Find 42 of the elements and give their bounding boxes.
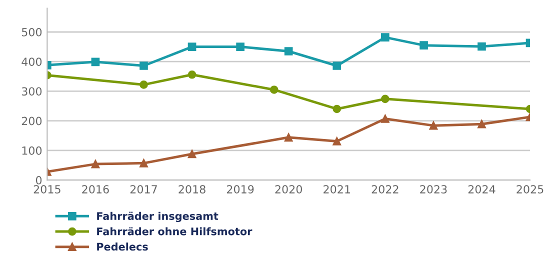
point	[140, 80, 148, 89]
x-tick-label: 2021	[324, 185, 350, 194]
point	[332, 104, 342, 114]
y-tick-label: 0	[36, 176, 42, 184]
point	[332, 62, 342, 70]
point	[478, 120, 486, 128]
y-tick-label: 200	[22, 116, 42, 126]
y-tick-label: 500	[22, 28, 42, 36]
point	[188, 70, 196, 79]
point	[284, 133, 293, 142]
point	[429, 121, 438, 130]
point	[91, 160, 100, 168]
point	[381, 114, 390, 123]
x-tick-label: 2017	[130, 185, 157, 194]
point	[188, 42, 196, 51]
legend-label: Pedelecs	[97, 242, 148, 251]
point	[420, 41, 428, 50]
legend-label: Fahrräder ohne Hilfsmotor	[97, 227, 252, 236]
point	[332, 137, 342, 146]
x-tick-label: 2024	[468, 185, 496, 194]
y-tick-label: 400	[22, 58, 42, 66]
point	[91, 58, 100, 66]
point	[236, 42, 244, 51]
legend-label: Fahrräder insgesamt	[97, 212, 218, 222]
x-tick-label: 2020	[275, 185, 302, 194]
point	[140, 159, 148, 168]
point	[478, 42, 486, 51]
y-tick-label: 100	[22, 146, 42, 155]
x-tick-label: 2019	[226, 185, 254, 194]
point	[381, 33, 390, 42]
x-tick-label: 2025	[516, 185, 544, 194]
point	[284, 47, 293, 56]
point	[270, 86, 278, 94]
x-tick-label: 2022	[372, 185, 398, 194]
point	[381, 94, 390, 104]
x-tick-label: 2023	[420, 185, 447, 194]
x-tick-label: 2018	[178, 185, 206, 194]
x-tick-label: 2015	[34, 185, 60, 194]
point	[140, 62, 148, 70]
x-tick-label: 2016	[82, 185, 109, 194]
point	[188, 150, 196, 158]
y-tick-label: 300	[22, 87, 42, 96]
